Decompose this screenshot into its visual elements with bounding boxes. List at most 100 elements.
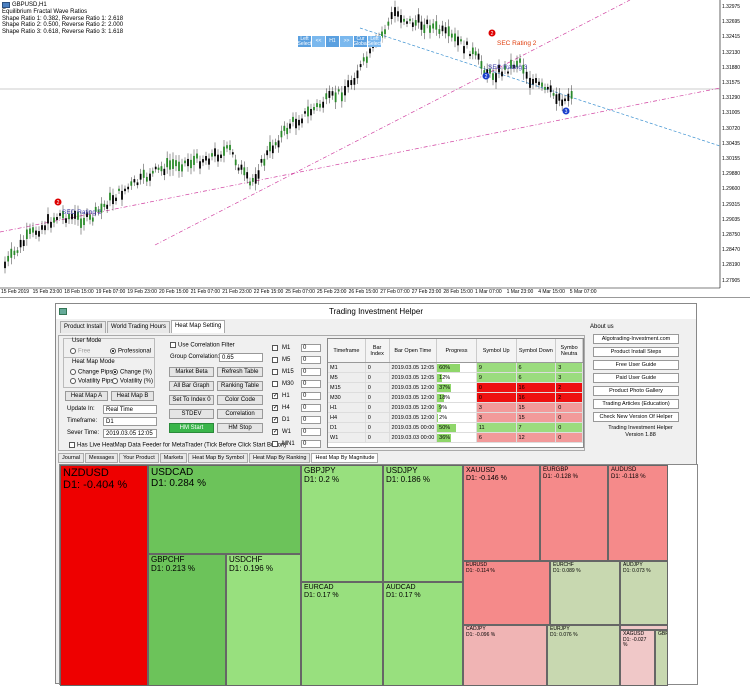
bottom-tab[interactable]: Markets	[159, 453, 188, 463]
tf-checkbox[interactable]	[272, 357, 278, 363]
change-pct-circle[interactable]	[112, 369, 118, 375]
heat-cell[interactable]: AUDUSD D1: -0.118 %	[608, 465, 668, 561]
tf-index-spinner[interactable]: 0	[301, 344, 321, 352]
vol-pct-radio[interactable]: Volatility (%)	[112, 378, 153, 385]
table-row[interactable]: H4 0 2019.03.05 12:00 2% 3 15 0	[328, 413, 583, 423]
tf-index-spinner[interactable]: 0	[301, 440, 321, 448]
refresh-table-button[interactable]: Refresh Table	[217, 367, 263, 377]
heat-cell[interactable]: EURUSD D1: -0.114 %	[463, 561, 550, 625]
set-to-index-button[interactable]: Set To Index 0	[169, 395, 214, 405]
free-radio[interactable]: Free	[70, 348, 90, 355]
use-correlation-checkbox[interactable]: Use Correlation Filter	[170, 342, 235, 349]
change-pct-radio[interactable]: Change (%)	[112, 369, 152, 376]
right-select-button[interactable]: Left Select	[367, 35, 382, 47]
tf-checkbox[interactable]: ✓	[272, 429, 279, 435]
left-select-button[interactable]: Left Select	[297, 35, 312, 47]
table-row[interactable]: M30 0 2019.03.05 12:00 18% 0 16 2	[328, 393, 583, 403]
change-pips-radio[interactable]: Change Pips	[70, 369, 112, 376]
about-link-button[interactable]: Free User Guide	[593, 360, 679, 370]
group-correlation-field[interactable]: 0.65	[219, 353, 263, 362]
correlation-button[interactable]: Correlation	[217, 409, 263, 419]
hm-stop-button[interactable]: HM Stop	[217, 423, 263, 433]
about-link-button[interactable]: Product Install Steps	[593, 347, 679, 357]
vol-pips-circle[interactable]	[70, 378, 76, 384]
live-feed-checkbox[interactable]: Has Live HeatMap Data Feeder for MetaTra…	[69, 442, 286, 449]
all-bar-graph-button[interactable]: All Bar Graph	[169, 381, 214, 391]
table-row[interactable]: D1 0 2019.03.05 00:00 50% 11 7 0	[328, 423, 583, 433]
heat-cell[interactable]: AUDCAD D1: 0.17 %	[383, 582, 463, 686]
tf-index-spinner[interactable]: 0	[301, 380, 321, 388]
heat-cell[interactable]: NZDUSD D1: -0.404 %	[60, 465, 148, 686]
heat-cell[interactable]: GBPCHF D1: 0.213 %	[148, 554, 226, 686]
prev-button[interactable]: <<	[312, 36, 326, 47]
color-code-button[interactable]: Color Code	[217, 395, 263, 405]
live-feed-check[interactable]	[69, 442, 75, 448]
tf-index-spinner[interactable]: 0	[301, 356, 321, 364]
heat-cell[interactable]: USDJPY D1: 0.186 %	[383, 465, 463, 582]
timeframe-select[interactable]: D1	[103, 417, 157, 426]
heat-map-a-button[interactable]: Heat Map A	[65, 391, 108, 401]
bottom-tab[interactable]: Journal	[58, 453, 85, 463]
heat-cell[interactable]: XAGUSD D1: -0.027 %	[620, 630, 655, 686]
table-row[interactable]: M5 0 2019.03.05 12:05 12% 9 6 3	[328, 373, 583, 383]
heat-cell[interactable]: EURGBP D1: -0.128 %	[540, 465, 608, 561]
heat-cell[interactable]	[620, 625, 668, 630]
table-row[interactable]: M1 0 2019.03.05 12:05 60% 9 6 3	[328, 363, 583, 373]
vol-pct-circle[interactable]	[112, 378, 118, 384]
tf-checkbox[interactable]: ✓	[272, 417, 279, 423]
tf-checkbox[interactable]	[272, 381, 278, 387]
use-correlation-check[interactable]	[170, 342, 176, 348]
heat-cell[interactable]: CADJPY D1: -0.096 %	[463, 625, 547, 686]
tab-product-install[interactable]: Product Install	[60, 321, 107, 333]
about-link-button[interactable]: Check New Version Of Helper	[593, 412, 679, 422]
price-chart[interactable]: 2 2 2 3 SEC Rating 2 SEC Rating 2 SEC Rating 3…	[0, 0, 750, 298]
server-time-field[interactable]: 2019.03.05 12:05	[103, 429, 157, 438]
bottom-tab[interactable]: Your Product	[119, 453, 159, 463]
heat-cell[interactable]: USDCAD D1: 0.284 %	[148, 465, 301, 554]
heat-cell[interactable]: AUDJPY D1: 0.073 %	[620, 561, 668, 625]
tf-checkbox[interactable]	[272, 369, 278, 375]
about-link-button[interactable]: Trading Articles (Education)	[593, 399, 679, 409]
update-in-select[interactable]: Real Time	[103, 405, 157, 414]
tf-checkbox[interactable]	[272, 441, 278, 447]
table-row[interactable]: W1 0 2019.03.03 00:00 36% 6 12 0	[328, 433, 583, 443]
professional-radio[interactable]: Professional	[110, 348, 151, 355]
tf-checkbox[interactable]: ✓	[272, 405, 279, 411]
tab-heat-map-setting[interactable]: Heat Map Setting	[170, 320, 226, 333]
table-row[interactable]: H1 0 2019.03.05 12:00 9% 3 15 0	[328, 403, 583, 413]
bottom-tab[interactable]: Heat Map By Magnitude	[311, 453, 379, 463]
heat-cell[interactable]: EURCAD D1: 0.17 %	[301, 582, 383, 686]
tab-world-trading-hours[interactable]: World Trading Hours	[107, 321, 170, 333]
h1-button[interactable]: H1	[326, 36, 340, 47]
heat-cell[interactable]: EURJPY D1: 0.076 %	[547, 625, 620, 686]
tf-index-spinner[interactable]: 0	[301, 416, 321, 424]
about-link-button[interactable]: Algotrading-Investment.com	[593, 334, 679, 344]
table-row[interactable]: M15 0 2019.03.05 12:00 37% 0 16 2	[328, 383, 583, 393]
heat-map-b-button[interactable]: Heat Map B	[111, 391, 154, 401]
bottom-tab[interactable]: Heat Map By Ranking	[248, 453, 311, 463]
hm-start-button[interactable]: HM Start	[169, 423, 214, 433]
vol-pips-radio[interactable]: Volatility Pips	[70, 378, 113, 385]
tf-index-spinner[interactable]: 0	[301, 404, 321, 412]
tf-index-spinner[interactable]: 0	[301, 428, 321, 436]
tf-checkbox[interactable]	[272, 345, 278, 351]
bottom-tab[interactable]: Messages	[85, 453, 119, 463]
change-pips-circle[interactable]	[70, 369, 76, 375]
bottom-tab[interactable]: Heat Map By Symbol	[188, 453, 248, 463]
tf-index-spinner[interactable]: 0	[301, 392, 321, 400]
heat-cell[interactable]: USDCHF D1: 0.196 %	[226, 554, 301, 686]
market-beta-button[interactable]: Market Beta	[169, 367, 214, 377]
heat-cell[interactable]: XAUUSD D1: -0.146 %	[463, 465, 540, 561]
heat-cell[interactable]: GBPUSD	[655, 630, 668, 686]
free-radio-circle[interactable]	[70, 348, 76, 354]
next-button[interactable]: >>	[340, 36, 354, 47]
heat-cell[interactable]: EURCHF D1: 0.089 %	[550, 561, 620, 625]
about-link-button[interactable]: Product Photo Gallery	[593, 386, 679, 396]
stdev-button[interactable]: STDEV	[169, 409, 214, 419]
tf-index-spinner[interactable]: 0	[301, 368, 321, 376]
heat-cell[interactable]: GBPJPY D1: 0.2 %	[301, 465, 383, 582]
professional-radio-circle[interactable]	[110, 348, 116, 354]
tf-checkbox[interactable]: ✓	[272, 393, 279, 399]
about-link-button[interactable]: Paid User Guide	[593, 373, 679, 383]
cur-global-button[interactable]: Cur Global	[353, 35, 368, 47]
